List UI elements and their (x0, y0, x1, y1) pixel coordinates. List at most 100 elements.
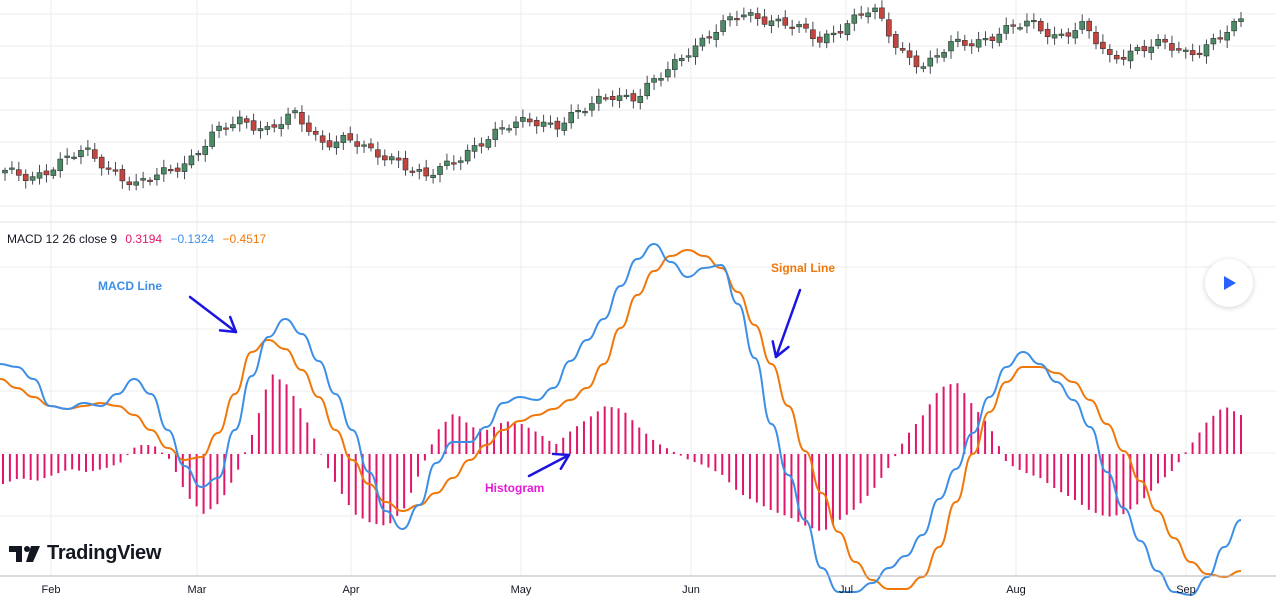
candle-body (1010, 24, 1016, 27)
candle-body (126, 181, 133, 186)
candle-body (319, 135, 326, 143)
play-button[interactable] (1205, 259, 1253, 307)
candle-body (1072, 30, 1079, 39)
candle-body (996, 33, 1003, 43)
candle-body (292, 110, 298, 114)
candle-body (816, 36, 823, 43)
candle-body (506, 128, 512, 131)
candle-body (147, 179, 153, 182)
candle-body (140, 178, 146, 181)
candle-body (1224, 32, 1230, 41)
histogram-value: 0.3194 (125, 232, 163, 246)
candle-body (934, 55, 940, 58)
macd-legend-label: MACD 12 26 close 9 (7, 232, 118, 246)
candle-body (540, 121, 547, 127)
candle-body (312, 130, 319, 135)
candle-body (471, 145, 478, 152)
candle-body (678, 58, 685, 62)
candle-body (388, 156, 395, 161)
candle-body (1017, 27, 1023, 30)
candle-body (492, 128, 499, 140)
candle-body (651, 78, 657, 83)
candle-body (982, 38, 989, 41)
candle-body (706, 36, 713, 39)
candle-body (174, 167, 181, 172)
histogram-annotation: Histogram (485, 481, 545, 495)
tradingview-logo-icon (9, 545, 40, 562)
candle-body (423, 167, 430, 177)
candle-body (409, 170, 416, 173)
candle-body (1134, 47, 1141, 51)
candle-body (416, 169, 423, 172)
candle-body (181, 163, 188, 172)
candle-body (968, 43, 975, 47)
candle-body (796, 24, 802, 28)
candle-body (734, 18, 740, 21)
candle-body (844, 23, 851, 35)
candle-body (485, 139, 492, 148)
candle-body (803, 23, 809, 29)
candle-body (57, 158, 64, 172)
candle-body (43, 170, 50, 176)
candle-body (250, 120, 257, 131)
candle-body (520, 117, 526, 122)
candle-body (1031, 19, 1037, 23)
candle-body (671, 59, 678, 70)
candle-body (119, 169, 126, 182)
candle-body (167, 169, 174, 172)
candle-body (727, 16, 733, 21)
candle-body (1176, 48, 1182, 51)
candle-body (299, 112, 305, 125)
candle-body (154, 174, 160, 181)
candle-body (602, 97, 609, 100)
candle-body (457, 160, 464, 163)
candle-body (851, 14, 858, 24)
candle-body (236, 116, 243, 125)
histogram-arrow (527, 453, 571, 478)
candle-body (830, 32, 837, 36)
candle-body (161, 167, 167, 175)
candle-body (823, 33, 830, 44)
macd-value: −0.1324 (170, 232, 215, 246)
candle-body (879, 7, 885, 19)
candle-body (1169, 43, 1175, 51)
candle-body (98, 156, 105, 169)
candle-body (464, 149, 471, 162)
candle-body (22, 173, 29, 181)
candle-body (1203, 44, 1210, 57)
candle-body (285, 113, 291, 125)
candle-body (1093, 32, 1099, 45)
candle-body (91, 149, 98, 159)
candle-body (941, 52, 947, 58)
candle-body (347, 133, 354, 141)
candle-body (437, 166, 443, 175)
candle-body (16, 169, 22, 176)
candle-body (402, 158, 409, 171)
candle-body (906, 50, 913, 58)
candle-body (513, 121, 519, 128)
play-icon (1224, 276, 1236, 290)
candle-body (768, 20, 775, 26)
candle-body (899, 48, 906, 51)
candle-body (1196, 52, 1203, 55)
macd-legend: MACD 12 26 close 9 0.3194 −0.1324 −0.451… (7, 232, 271, 246)
candle-body (989, 36, 996, 41)
candle-body (188, 155, 195, 166)
candle-body (105, 167, 112, 170)
candle-body (754, 13, 761, 19)
tradingview-brand[interactable]: TradingView (9, 542, 161, 565)
candle-body (368, 143, 374, 149)
candle-body (64, 155, 70, 158)
candle-body (499, 127, 505, 130)
candle-body (2, 169, 8, 174)
candle-body (948, 41, 954, 52)
candle-body (444, 160, 450, 166)
candle-body (782, 17, 789, 26)
candle-body (630, 93, 637, 102)
candle-body (9, 167, 15, 170)
macd-lines (0, 242, 1242, 597)
month-tick-label: Mar (188, 584, 207, 596)
macd-line (0, 242, 1242, 597)
candle-body (975, 39, 982, 48)
signal-arrow-head (771, 340, 790, 359)
